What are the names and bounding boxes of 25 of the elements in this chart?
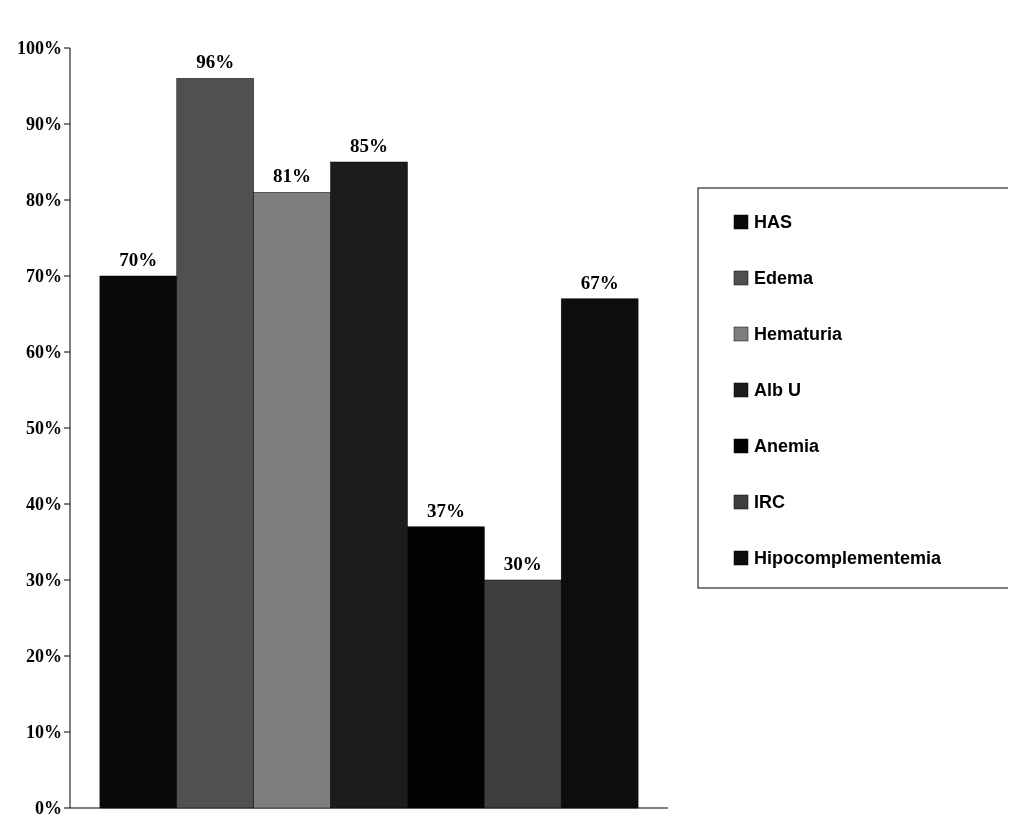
y-tick-label: 0% [35,798,62,819]
legend-label: HAS [754,212,793,233]
y-tick-label: 40% [26,494,62,515]
y-tick-label: 50% [26,418,62,439]
legend-label: Alb U [754,380,801,401]
legend-label: IRC [754,492,785,513]
data-label: 30% [503,553,542,574]
data-label: 85% [350,135,388,156]
y-tick-label: 80% [26,190,62,211]
data-label: 70% [119,249,158,270]
legend-label: Edema [754,268,815,289]
y-tick-label: 70% [26,266,62,287]
data-label: 67% [580,271,619,293]
y-tick-label: 10% [26,722,62,743]
legend-label: Hipocomplementemia [754,548,943,569]
legend-label: Anemia [754,436,821,457]
legend-label: Hematuria [754,324,844,345]
data-label: 81% [273,165,312,187]
data-label: 96% [196,51,235,73]
y-tick-label: 20% [26,646,62,667]
y-tick-label: 90% [26,114,62,135]
y-tick-label: 30% [26,570,62,591]
y-tick-label: 100% [17,38,62,59]
data-label: 37% [426,499,465,521]
y-tick-label: 60% [26,342,62,363]
